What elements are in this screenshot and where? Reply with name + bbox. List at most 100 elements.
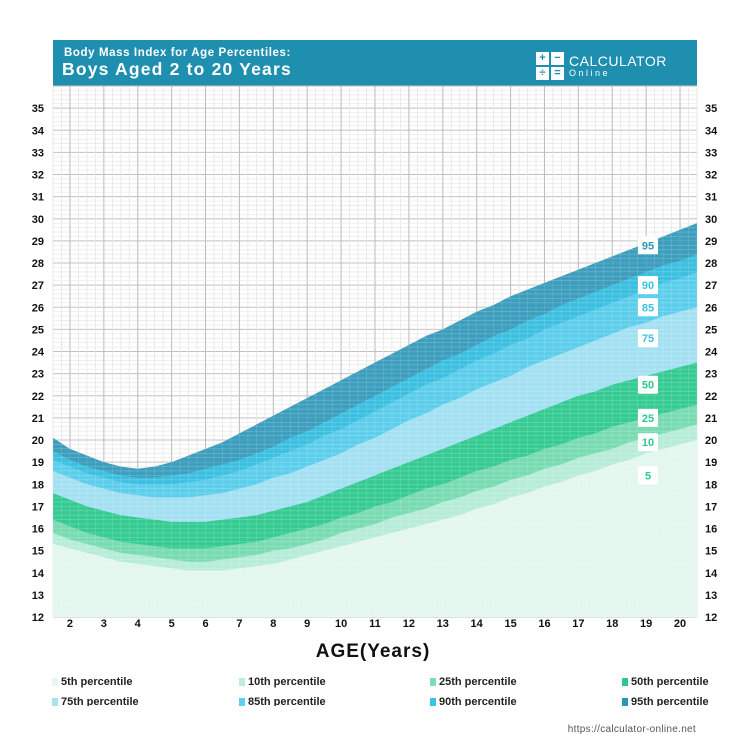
legend-item-25th-percentile: 25th percentile — [430, 675, 517, 689]
percentile-label-95: 95 — [642, 240, 654, 252]
y-tick-label-right: 25 — [705, 324, 717, 336]
percentile-areas — [52, 85, 698, 618]
y-tick-label-right: 35 — [705, 103, 717, 115]
y-tick-label-left: 12 — [32, 612, 44, 624]
x-tick-label: 20 — [674, 618, 686, 630]
y-tick-label-left: 21 — [32, 413, 44, 425]
y-tick-label-left: 26 — [32, 302, 44, 314]
legend-item-50th-percentile: 50th percentile — [622, 675, 709, 689]
percentile-label-box — [638, 375, 658, 394]
x-tick-label: 12 — [403, 618, 415, 630]
legend-label: 50th percentile — [631, 676, 709, 688]
y-tick-label-left: 29 — [32, 236, 44, 248]
area-5th-percentile — [53, 440, 697, 617]
y-tick-label-right: 34 — [705, 125, 718, 137]
legend-row-2: 75th percentile 85th percentile 90th perce… — [0, 695, 743, 706]
y-tick-label-right: 24 — [705, 347, 718, 359]
legend-swatch — [430, 698, 436, 706]
percentile-end-labels: 95 90 85 75 50 25 10 5 — [638, 236, 658, 485]
chart-title: Body Mass Index for Age Percentiles: — [64, 47, 291, 59]
y-tick-label-left: 22 — [32, 391, 44, 403]
percentile-label-75: 75 — [642, 333, 654, 345]
y-tick-label-right: 17 — [705, 501, 717, 513]
legend-label: 5th percentile — [61, 676, 133, 688]
y-tick-label-right: 27 — [705, 280, 717, 292]
plus-icon: + — [536, 52, 549, 65]
percentile-label-box — [638, 276, 658, 295]
legend-item-90th-percentile: 90th percentile — [430, 695, 517, 706]
logo-subtitle: Online — [569, 68, 611, 78]
calculator-logo-icon: + − ÷ = — [536, 52, 564, 80]
legend-swatch — [622, 698, 628, 706]
equals-icon: = — [551, 67, 564, 80]
x-tick-label: 6 — [202, 618, 208, 630]
x-tick-label: 8 — [270, 618, 276, 630]
y-tick-label-left: 13 — [32, 590, 44, 602]
legend-item-85th-percentile: 85th percentile — [239, 695, 326, 706]
legend-label: 95th percentile — [631, 696, 709, 706]
percentile-label-90: 90 — [642, 280, 654, 292]
percentile-label-10: 10 — [642, 437, 654, 449]
legend-swatch — [622, 678, 628, 686]
legend-swatch — [52, 678, 58, 686]
percentile-label-box — [638, 433, 658, 452]
y-tick-label-left: 16 — [32, 524, 44, 536]
percentile-label-25: 25 — [642, 413, 654, 425]
y-tick-label-right: 22 — [705, 391, 717, 403]
y-tick-label-right: 23 — [705, 369, 717, 381]
legend-label: 90th percentile — [439, 696, 517, 706]
x-tick-label: 13 — [437, 618, 449, 630]
legend-item-10th-percentile: 10th percentile — [239, 675, 326, 689]
y-tick-label-right: 28 — [705, 258, 717, 270]
y-tick-label-left: 27 — [32, 280, 44, 292]
legend-item-75th-percentile: 75th percentile — [52, 695, 139, 706]
y-tick-label-left: 17 — [32, 501, 44, 513]
y-tick-label-right: 14 — [705, 568, 718, 580]
y-tick-label-right: 26 — [705, 302, 717, 314]
x-tick-label: 16 — [538, 618, 550, 630]
x-tick-label: 17 — [572, 618, 584, 630]
y-tick-label-left: 30 — [32, 214, 44, 226]
percentile-label-box — [638, 408, 658, 427]
y-tick-label-right: 21 — [705, 413, 717, 425]
y-tick-label-right: 30 — [705, 214, 717, 226]
y-tick-label-right: 32 — [705, 170, 717, 182]
logo-name: CALCULATOR — [569, 53, 667, 69]
header-bar — [53, 40, 697, 86]
y-tick-label-right: 16 — [705, 524, 717, 536]
percentile-label-50: 50 — [642, 380, 654, 392]
x-tick-label: 9 — [304, 618, 310, 630]
y-tick-label-left: 18 — [32, 479, 44, 491]
legend-label: 85th percentile — [248, 696, 326, 706]
y-tick-label-right: 13 — [705, 590, 717, 602]
y-tick-label-right: 33 — [705, 147, 717, 159]
y-tick-label-left: 34 — [32, 125, 45, 137]
legend-item-95th-percentile: 95th percentile — [622, 695, 709, 706]
y-tick-label-left: 19 — [32, 457, 44, 469]
percentile-label-box — [638, 298, 658, 317]
y-tick-label-right: 18 — [705, 479, 717, 491]
x-axis-label: AGE(Years) — [316, 641, 431, 662]
y-tick-label-left: 35 — [32, 103, 44, 115]
y-tick-label-left: 14 — [32, 568, 45, 580]
legend-label: 75th percentile — [61, 696, 139, 706]
legend-swatch — [430, 678, 436, 686]
legend-label: 25th percentile — [439, 676, 517, 688]
y-tick-label-right: 20 — [705, 435, 717, 447]
chart-subtitle: Boys Aged 2 to 20 Years — [62, 59, 292, 79]
percentile-label-box — [638, 329, 658, 348]
y-tick-label-left: 23 — [32, 369, 44, 381]
x-tick-label: 2 — [67, 618, 73, 630]
y-tick-label-left: 20 — [32, 435, 44, 447]
x-tick-label: 7 — [236, 618, 242, 630]
legend-swatch — [239, 678, 245, 686]
legend-label: 10th percentile — [248, 676, 326, 688]
percentile-label-box — [638, 236, 658, 255]
y-tick-label-left: 33 — [32, 147, 44, 159]
x-tick-label: 14 — [471, 618, 484, 630]
x-tick-label: 18 — [606, 618, 618, 630]
y-tick-label-left: 28 — [32, 258, 44, 270]
x-tick-label: 4 — [135, 618, 142, 630]
